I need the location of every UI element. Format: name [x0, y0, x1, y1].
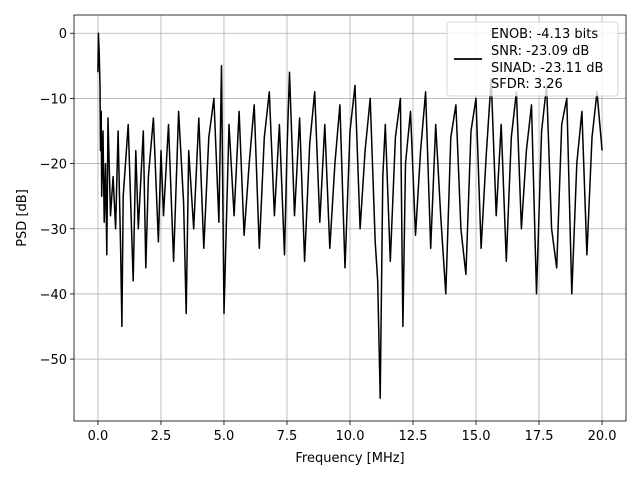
legend-entry-sinad: SINAD: -23.11 dB	[491, 61, 603, 76]
x-axis-title: Frequency [MHz]	[295, 451, 404, 466]
x-axis: 0.0 2.5 5.0 7.5 10.0 12.5 15.0 17.5 20.0	[88, 421, 617, 444]
y-tick-label: −30	[40, 223, 67, 238]
y-tick-label: 0	[59, 27, 67, 42]
plot-area	[97, 32, 603, 399]
x-tick-label: 10.0	[336, 429, 365, 444]
psd-series-line	[97, 32, 603, 399]
y-axis-title: PSD [dB]	[15, 189, 30, 247]
x-tick-label: 15.0	[462, 429, 491, 444]
y-tick-label: −10	[40, 92, 67, 107]
y-tick-label: −50	[40, 353, 67, 368]
y-axis: 0 −10 −20 −30 −40 −50	[40, 27, 74, 368]
x-tick-label: 7.5	[277, 429, 298, 444]
x-tick-label: 2.5	[151, 429, 172, 444]
y-tick-label: −20	[40, 158, 67, 173]
legend-entry-sfdr: SFDR: 3.26	[491, 77, 563, 92]
legend: ENOB: -4.13 bits SNR: -23.09 dB SINAD: -…	[446, 21, 619, 97]
y-tick-label: −40	[40, 288, 67, 303]
legend-entry-enob: ENOB: -4.13 bits	[491, 27, 598, 42]
x-tick-label: 12.5	[399, 429, 428, 444]
legend-entry-snr: SNR: -23.09 dB	[491, 44, 589, 59]
x-tick-label: 17.5	[525, 429, 554, 444]
x-tick-label: 0.0	[88, 429, 109, 444]
x-tick-label: 5.0	[214, 429, 235, 444]
legend-box	[446, 21, 619, 97]
x-tick-label: 20.0	[588, 429, 617, 444]
